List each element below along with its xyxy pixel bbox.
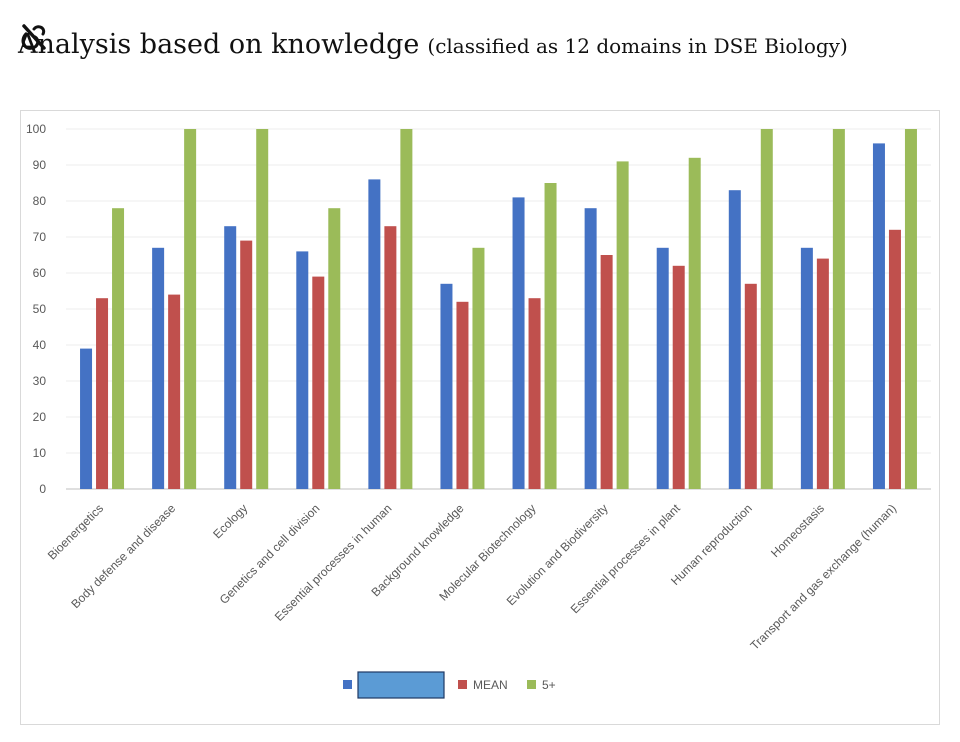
bar-series2-12	[888, 229, 901, 490]
x-tick-label: Transport and gas exchange (human)	[748, 501, 900, 653]
y-tick-label: 80	[33, 194, 47, 208]
y-tick-label: 20	[33, 410, 47, 424]
x-tick-label: Essential processes in human	[272, 501, 395, 624]
bar-series1-4	[296, 251, 309, 489]
bar-series3-6	[472, 247, 485, 489]
bar-series2-3	[240, 240, 253, 489]
legend-label-3: 5+	[542, 678, 556, 692]
bar-series2-9	[672, 265, 685, 489]
chart-frame: 0 10 20 30 40 50 60 70 80 90 100 Bioenergetics Body …	[20, 110, 940, 725]
page-title: Analysis based on knowledge (classified a…	[18, 29, 848, 60]
bar-series1-12	[872, 143, 885, 489]
bar-series3-5	[400, 129, 413, 489]
y-tick-label: 100	[26, 122, 46, 136]
bar-series3-1	[112, 208, 125, 489]
bar-series2-8	[600, 255, 613, 489]
y-tick-label: 50	[33, 302, 47, 316]
y-tick-label: 70	[33, 230, 47, 244]
bar-series1-3	[224, 226, 237, 489]
bar-series3-3	[256, 129, 269, 489]
bar-series1-5	[368, 179, 381, 489]
bar-series1-10	[728, 190, 741, 489]
bar-series1-2	[152, 247, 165, 489]
bar-series2-10	[744, 283, 757, 489]
bar-series1-1	[80, 348, 93, 489]
x-tick-label: Homeostasis	[768, 501, 827, 560]
bar-series2-2	[168, 294, 181, 489]
legend-swatch-2	[458, 680, 467, 689]
bar-series1-6	[440, 283, 453, 489]
bar-series2-4	[312, 276, 325, 489]
bar-series3-7	[544, 183, 557, 489]
bar-series3-12	[904, 129, 917, 489]
title-main: Analysis based on knowledge	[18, 28, 420, 60]
y-tick-label: 10	[33, 446, 47, 460]
legend-label-2: MEAN	[473, 678, 508, 692]
bar-series3-11	[832, 129, 845, 489]
bar-series1-9	[656, 247, 669, 489]
bar-series3-4	[328, 208, 341, 489]
legend-label-box-1	[357, 671, 445, 699]
y-tick-label: 0	[39, 482, 46, 496]
bar-series2-6	[456, 301, 469, 489]
y-tick-label: 60	[33, 266, 47, 280]
bar-series3-9	[688, 157, 701, 490]
title-subtitle: (classified as 12 domains in DSE Biology…	[427, 33, 848, 58]
legend-swatch-1	[343, 680, 352, 689]
link-swirl-icon	[21, 24, 46, 50]
bar-series3-8	[616, 161, 629, 489]
y-tick-label: 30	[33, 374, 47, 388]
bar-series2-1	[96, 298, 109, 489]
bar-series1-7	[512, 197, 525, 489]
bar-series2-7	[528, 298, 541, 489]
y-tick-label: 40	[33, 338, 47, 352]
bar-series1-11	[800, 247, 813, 489]
bar-series3-10	[760, 129, 773, 489]
legend-swatch-3	[527, 680, 536, 689]
bar-series2-5	[384, 226, 397, 489]
bar-series2-11	[816, 258, 829, 489]
bar-series3-2	[184, 129, 197, 489]
x-tick-label: Human reproduction	[668, 501, 755, 588]
page-header: Analysis based on knowledge (classified a…	[18, 20, 948, 68]
bar-series1-8	[584, 208, 597, 489]
bar-chart: 0102030405060708090100BioenergeticsBody …	[26, 122, 931, 699]
y-tick-label: 90	[33, 158, 47, 172]
x-tick-label: Ecology	[210, 501, 250, 541]
x-tick-label: Bioenergetics	[45, 501, 106, 562]
